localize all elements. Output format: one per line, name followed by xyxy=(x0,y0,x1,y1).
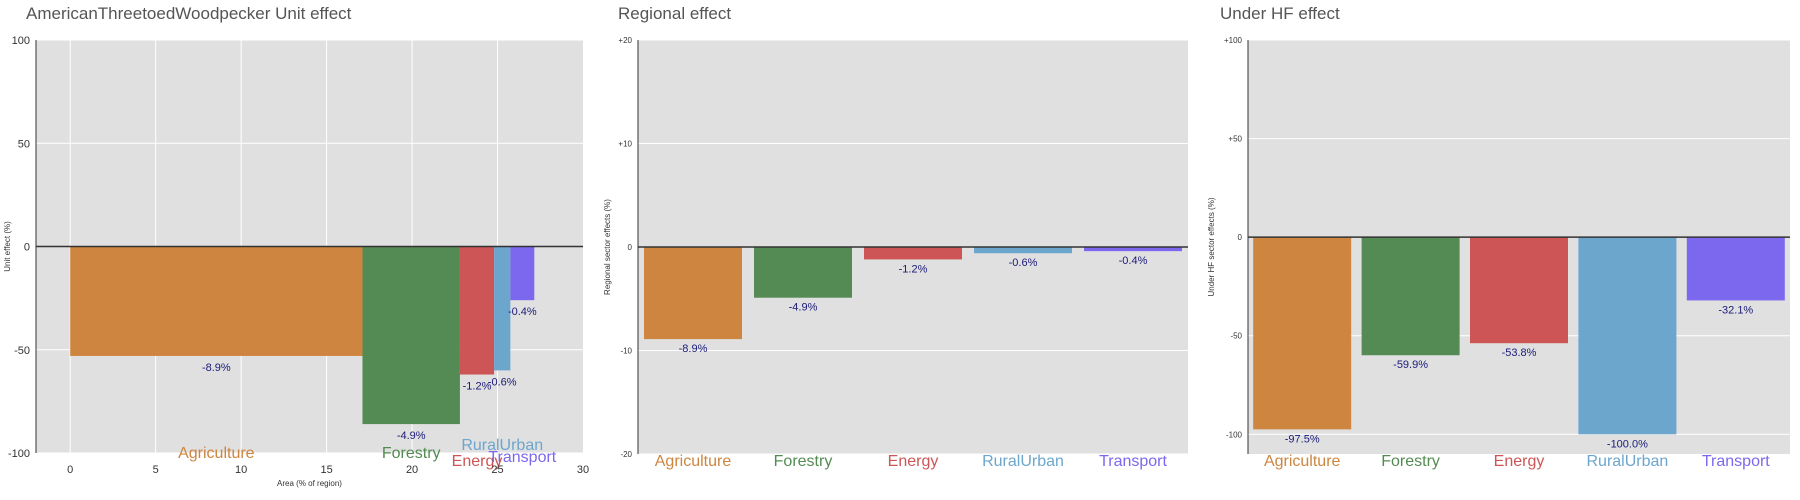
x-tick-label: 0 xyxy=(67,464,73,476)
bar-label: -4.9% xyxy=(789,302,818,314)
category-label: Forestry xyxy=(1381,453,1440,470)
y-tick-label: -50 xyxy=(1230,332,1242,341)
category-label: RuralUrban xyxy=(461,437,543,454)
x-tick-label: 15 xyxy=(320,464,332,476)
bar-label: -0.6% xyxy=(1009,257,1038,269)
x-tick-label: 30 xyxy=(577,464,589,476)
bar-agriculture xyxy=(1253,237,1352,430)
category-label: Transport xyxy=(488,449,556,466)
bar-label: -59.9% xyxy=(1393,359,1428,371)
y-tick-label: +20 xyxy=(618,36,632,45)
bar-label: -0.4% xyxy=(1119,255,1148,267)
category-label: Agriculture xyxy=(178,445,255,462)
y-tick-label: +50 xyxy=(1228,135,1242,144)
y-tick-label: -100 xyxy=(1226,430,1243,439)
under-hf-effect-chart: +100 +50 0 -50 -100 -97.5% Agriculture -59.9% Fo… xyxy=(1207,36,1790,470)
y-axis-title: Regional sector effects (%) xyxy=(603,199,612,295)
y-tick-label: 50 xyxy=(18,138,30,150)
y-tick-label: -20 xyxy=(620,450,632,459)
regional-effect-title: Regional effect xyxy=(618,4,732,23)
bar-energy xyxy=(1470,237,1568,344)
bar-label: -32.1% xyxy=(1718,304,1753,316)
category-label: RuralUrban xyxy=(982,453,1064,470)
x-tick-label: 25 xyxy=(491,464,503,476)
bar-label: -53.8% xyxy=(1502,347,1537,359)
bar-transport xyxy=(1686,237,1785,301)
bar-forestry xyxy=(754,247,852,298)
y-tick-label: +100 xyxy=(1224,36,1243,45)
bar-ruralurban xyxy=(1578,237,1677,435)
y-axis-title: Unit effect (%) xyxy=(3,221,12,272)
category-label: Forestry xyxy=(774,453,833,470)
x-tick-label: 20 xyxy=(406,464,418,476)
under-hf-effect-panel: Under HF effect +100 +50 0 -50 -100 -97.5% Agr… xyxy=(1200,0,1800,500)
bar-forestry xyxy=(362,246,460,425)
y-tick-label: 100 xyxy=(12,35,30,47)
regional-effect-panel: Regional effect +20 +10 0 -10 -20 -8.9% Agricu… xyxy=(600,0,1200,500)
x-axis-title: Area (% of region) xyxy=(277,479,342,488)
under-hf-effect-title: Under HF effect xyxy=(1220,4,1340,23)
unit-effect-title: AmericanThreetoedWoodpecker Unit effect xyxy=(26,4,352,23)
bar-transport xyxy=(1084,247,1182,252)
y-tick-label: 0 xyxy=(628,243,633,252)
bar-transport xyxy=(510,246,535,301)
y-tick-label: +10 xyxy=(618,140,632,149)
bar-ruralurban xyxy=(974,247,1072,254)
category-label: RuralUrban xyxy=(1586,453,1668,470)
y-tick-label: -100 xyxy=(8,448,30,460)
unit-effect-panel: AmericanThreetoedWoodpecker Unit effect … xyxy=(0,0,600,500)
x-tick-label: 5 xyxy=(153,464,159,476)
category-label: Transport xyxy=(1702,453,1770,470)
bar-label: -4.9% xyxy=(397,430,426,442)
unit-effect-chart: 100500-50-100-8.9%-4.9%-1.2%-0.6%-0.4%Ag… xyxy=(3,35,589,488)
bar-label: -100.0% xyxy=(1607,438,1648,450)
bar-label: -97.5% xyxy=(1285,433,1320,445)
bar-agriculture xyxy=(70,246,363,356)
y-tick-label: 0 xyxy=(1238,233,1243,242)
bar-energy xyxy=(459,246,495,375)
category-label: Forestry xyxy=(382,445,441,462)
y-tick-label: -10 xyxy=(620,347,632,356)
y-tick-label: -50 xyxy=(14,345,30,357)
y-axis-title: Under HF sector effects (%) xyxy=(1207,197,1216,296)
y-tick-label: 0 xyxy=(24,242,30,254)
bar-forestry xyxy=(1361,237,1460,356)
x-tick-label: 10 xyxy=(235,464,247,476)
bar-label: -8.9% xyxy=(679,343,708,355)
bar-label: -1.2% xyxy=(899,263,928,275)
bar-label: -0.6% xyxy=(488,376,517,388)
category-label: Agriculture xyxy=(655,453,732,470)
bar-agriculture xyxy=(644,247,742,340)
category-label: Transport xyxy=(1099,453,1167,470)
bar-ruralurban xyxy=(494,246,511,371)
regional-effect-chart: +20 +10 0 -10 -20 -8.9% Agriculture -4.9% Forest… xyxy=(603,36,1188,470)
category-label: Agriculture xyxy=(1264,453,1341,470)
bar-energy xyxy=(864,247,962,260)
category-label: Energy xyxy=(888,453,939,470)
category-label: Energy xyxy=(1494,453,1545,470)
bar-label: -0.4% xyxy=(508,306,537,318)
bar-label: -8.9% xyxy=(202,362,231,374)
category-label: Energy xyxy=(452,453,503,470)
bar-label: -1.2% xyxy=(463,381,492,393)
